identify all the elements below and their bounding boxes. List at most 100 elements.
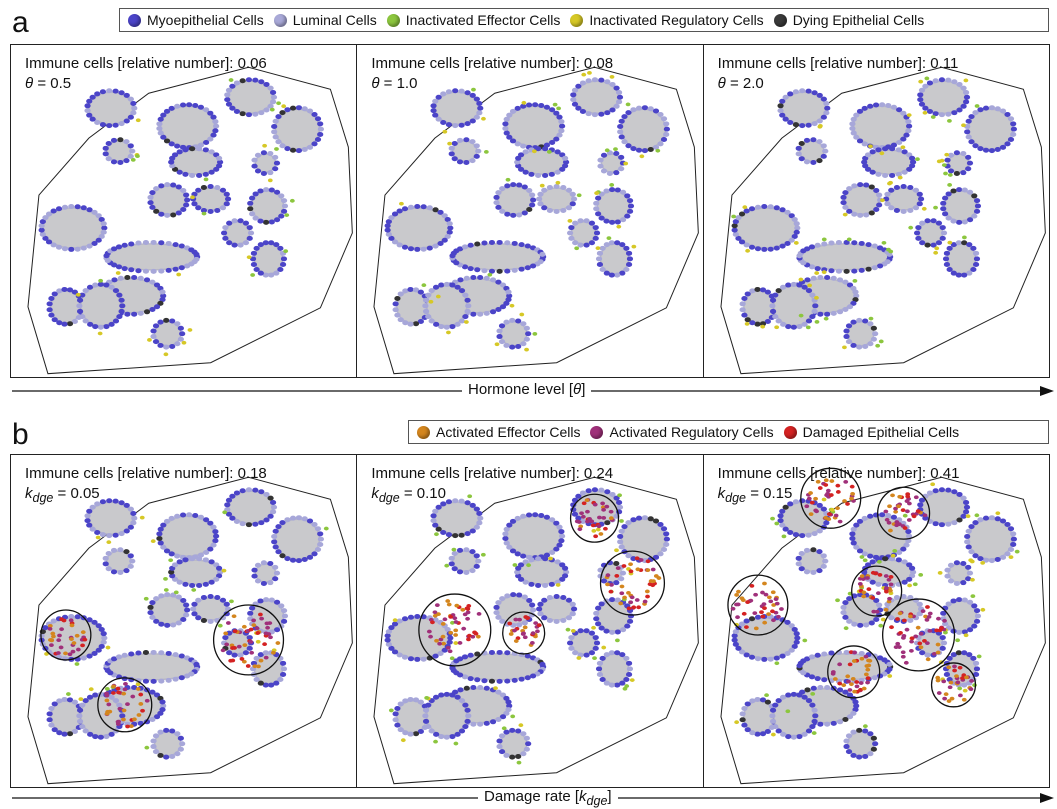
epithelial-cell	[158, 593, 165, 599]
epithelial-cell	[568, 235, 575, 241]
epithelial-cell	[942, 256, 949, 262]
epithelial-cell	[932, 78, 939, 84]
epithelial-cell	[850, 621, 858, 627]
epithelial-cell	[444, 281, 451, 287]
epithelial-cell	[413, 697, 420, 703]
activated-cell	[744, 600, 750, 605]
epithelial-cell	[657, 521, 664, 527]
activated-cell	[906, 501, 912, 506]
epithelial-cell	[988, 558, 995, 564]
epithelial-cell	[123, 549, 130, 555]
immune-cell	[222, 510, 228, 515]
epithelial-cell	[570, 611, 577, 617]
epithelial-cell	[150, 649, 157, 655]
epithelial-cell	[906, 595, 914, 601]
epithelial-cell	[918, 650, 925, 656]
epithelial-cell	[609, 272, 616, 278]
epithelial-cell	[916, 502, 924, 508]
activated-cell	[848, 496, 854, 501]
mammary-duct	[156, 512, 220, 561]
epithelial-cell	[609, 81, 616, 87]
epithelial-cell	[425, 292, 432, 298]
activated-cell	[635, 598, 640, 602]
epithelial-cell	[170, 182, 177, 188]
epithelial-cell	[926, 80, 933, 86]
activated-cell	[895, 504, 901, 509]
kdge-value: = 0.10	[403, 485, 446, 502]
hormone-level-axis: Hormone level [θ]	[10, 380, 1055, 402]
panel-a-sim-3: Immune cells [relative number]: 0.11 θ =…	[702, 45, 1049, 377]
epithelial-cell	[396, 242, 404, 248]
activated-cell	[515, 636, 521, 641]
epithelial-cell	[428, 288, 436, 294]
epithelial-cell	[528, 581, 535, 587]
mammary-duct	[271, 105, 324, 154]
epithelial-cell	[388, 625, 395, 631]
epithelial-cell	[131, 515, 138, 521]
immune-cell	[974, 513, 979, 518]
epithelial-cell	[254, 168, 262, 174]
epithelial-cell	[625, 143, 632, 149]
epithelial-cell	[943, 672, 950, 677]
epithelial-cell	[941, 211, 948, 217]
immune-cell	[88, 687, 94, 692]
epithelial-cell	[973, 198, 980, 204]
epithelial-cell	[617, 539, 624, 545]
epithelial-cell	[809, 569, 817, 575]
epithelial-cell	[284, 146, 291, 152]
tissue-boundary	[373, 66, 700, 375]
epithelial-cell	[277, 266, 284, 272]
epithelial-cell	[444, 734, 451, 740]
epithelial-cell	[502, 531, 509, 537]
epithelial-cell	[926, 108, 933, 114]
mammary-duct	[448, 547, 482, 575]
epithelial-cell	[845, 749, 852, 755]
epithelial-cell	[617, 504, 624, 510]
epithelial-cell	[613, 495, 621, 501]
activated-cell	[579, 511, 585, 516]
epithelial-cell	[433, 731, 440, 737]
epithelial-cell	[830, 720, 837, 726]
epithelial-cell	[791, 216, 798, 222]
epithelial-cell	[208, 579, 215, 585]
epithelial-cell	[111, 656, 118, 662]
legend-label: Inactivated Regulatory Cells	[589, 12, 764, 28]
activated-cell	[886, 520, 892, 525]
epithelial-cell	[229, 83, 236, 89]
epithelial-cell	[841, 190, 849, 196]
mammary-duct	[190, 184, 232, 214]
activated-cell	[888, 582, 894, 587]
mammary-duct	[76, 691, 126, 740]
activated-cell	[763, 592, 769, 597]
activated-cell	[865, 658, 871, 663]
activated-cell	[935, 675, 940, 680]
epithelial-cell	[428, 728, 436, 734]
epithelial-cell	[946, 266, 953, 272]
epithelial-cell	[394, 312, 401, 318]
immune-cell	[74, 662, 80, 666]
epithelial-cell	[496, 268, 504, 274]
epithelial-cell	[866, 553, 873, 559]
epithelial-cell	[118, 308, 125, 314]
epithelial-cell	[944, 157, 951, 163]
epithelial-cell	[219, 205, 227, 211]
epithelial-cell	[48, 722, 55, 728]
activated-cell	[645, 594, 651, 599]
epithelial-cell	[462, 314, 469, 320]
activated-cell	[948, 680, 953, 685]
immune-cell	[556, 106, 562, 111]
epithelial-cell	[962, 509, 969, 515]
epithelial-cell	[219, 187, 227, 193]
activated-cell	[752, 611, 757, 616]
activated-cell	[933, 628, 939, 633]
epithelial-cell	[858, 240, 865, 246]
epithelial-cell	[855, 754, 862, 760]
epithelial-cell	[823, 721, 830, 727]
activated-cell	[138, 702, 144, 706]
epithelial-cell	[183, 263, 191, 269]
activated-cell	[826, 512, 832, 517]
epithelial-cell	[841, 717, 849, 723]
epithelial-cell	[457, 547, 464, 553]
epithelial-cell	[592, 235, 600, 241]
epithelial-cell	[423, 707, 430, 713]
